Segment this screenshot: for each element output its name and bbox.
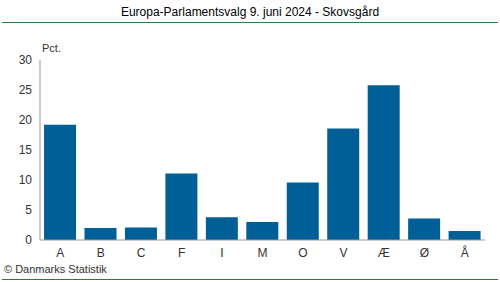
svg-text:B: B [97, 246, 105, 260]
html-text:Europa-Parlamentsvalg 9. juni: Europa-Parlamentsvalg 9. juni 2024 - Sko… [120, 5, 380, 19]
svg-text:Æ: Æ [378, 246, 390, 260]
svg-text:10: 10 [19, 173, 33, 187]
svg-text:C: C [137, 246, 146, 260]
svg-text:M: M [258, 246, 268, 260]
svg-text:I: I [220, 246, 223, 260]
svg-text:25: 25 [19, 83, 33, 97]
svg-text:5: 5 [25, 203, 32, 217]
html-text:Pct.: Pct. [42, 42, 61, 54]
svg-text:Ø: Ø [420, 246, 429, 260]
svg-text:F: F [178, 246, 185, 260]
svg-text:0: 0 [25, 233, 32, 247]
svg-text:V: V [339, 246, 347, 260]
svg-text:30: 30 [19, 53, 33, 67]
svg-text:A: A [56, 246, 64, 260]
html-text:© Danmarks Statistik: © Danmarks Statistik [4, 263, 107, 275]
svg-text:O: O [298, 246, 307, 260]
svg-text:20: 20 [19, 113, 33, 127]
svg-text:15: 15 [19, 143, 33, 157]
svg-text:Å: Å [461, 245, 469, 260]
